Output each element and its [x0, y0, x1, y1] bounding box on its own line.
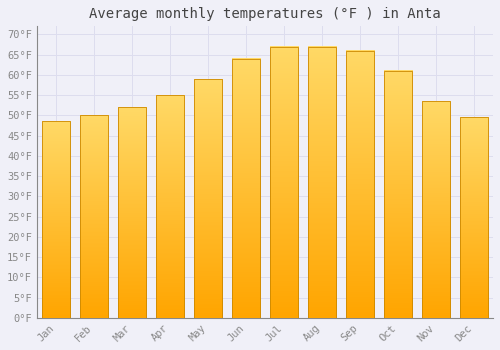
Bar — [460, 117, 488, 318]
Bar — [42, 121, 70, 318]
Bar — [308, 47, 336, 318]
Bar — [194, 79, 222, 318]
Title: Average monthly temperatures (°F ) in Anta: Average monthly temperatures (°F ) in An… — [89, 7, 441, 21]
Bar — [118, 107, 146, 318]
Bar — [80, 116, 108, 318]
Bar — [384, 71, 412, 318]
Bar — [270, 47, 298, 318]
Bar — [232, 59, 260, 318]
Bar — [422, 101, 450, 318]
Bar — [156, 95, 184, 318]
Bar — [346, 51, 374, 318]
